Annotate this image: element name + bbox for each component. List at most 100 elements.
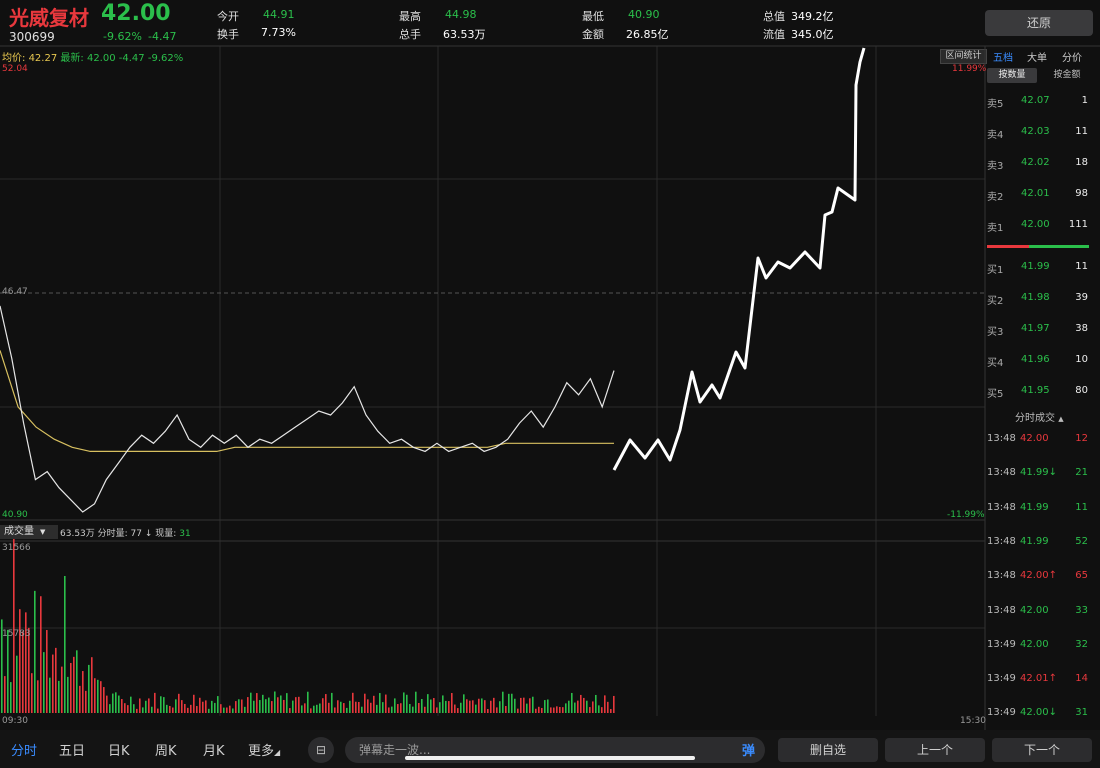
trade-volume: 21 <box>1075 467 1088 479</box>
volume-bar <box>574 702 576 713</box>
volume-bar <box>598 705 600 713</box>
ask-row[interactable]: 卖4 42.03 11 <box>987 126 1092 144</box>
volume-bar <box>124 703 126 713</box>
volume-indicator-select[interactable]: 成交量 ▼ <box>0 525 58 539</box>
volume-bar <box>526 703 528 713</box>
volume-bar <box>547 699 549 713</box>
volume-bar <box>34 590 36 713</box>
trade-volume: 12 <box>1075 433 1088 444</box>
previous-button[interactable]: 上一个 <box>885 738 985 762</box>
tab-monthly-k[interactable]: 月K <box>203 744 225 759</box>
volume-bar <box>247 697 249 713</box>
volume-bar <box>577 700 579 713</box>
volume-bar <box>289 708 291 713</box>
trade-price: 41.99↓ <box>1020 467 1058 479</box>
volume-bar <box>97 679 99 713</box>
volume-bar <box>571 692 573 713</box>
tab-weekly-k[interactable]: 周K <box>155 744 177 759</box>
stock-change-percent: -9.62% <box>103 30 142 43</box>
stat-label: 流值 <box>763 28 785 41</box>
tab-intraday[interactable]: 分时 <box>11 744 38 759</box>
stat-value: 63.53万 <box>443 28 486 41</box>
tab-more[interactable]: 更多◢ <box>248 740 280 759</box>
volume-info: 63.53万 分时量: 77 ↓ 现量: 31 <box>60 526 191 539</box>
volume-bar <box>58 680 60 713</box>
volume-bar <box>334 707 336 713</box>
bid-volume: 10 <box>1075 354 1088 365</box>
volume-bar <box>589 707 591 713</box>
trade-time: 13:49 <box>987 707 1016 719</box>
volume-bar <box>46 630 48 713</box>
volume-bar <box>61 666 63 713</box>
tab-five-levels[interactable]: 五档 <box>993 53 1013 64</box>
avg-value: 42.27 <box>28 53 58 64</box>
y-max-label: 52.04 <box>2 64 28 74</box>
trade-volume: 31 <box>1075 707 1088 719</box>
volume-bar <box>232 708 234 713</box>
vol-max-label: 31566 <box>2 543 31 553</box>
tab-five-day[interactable]: 五日 <box>59 744 86 759</box>
danmaku-send-icon[interactable]: 弹 <box>741 744 755 759</box>
tab-price-distribution[interactable]: 分价 <box>1062 53 1082 64</box>
trade-time: 13:48 <box>987 501 1016 513</box>
tab-more-label: 更多 <box>248 744 275 759</box>
danmaku-settings-icon[interactable]: ⊟ <box>308 737 334 763</box>
volume-bar <box>70 662 72 713</box>
volume-bar <box>580 694 582 713</box>
remove-watchlist-button[interactable]: 删自选 <box>778 738 878 762</box>
stock-name: 光威复材 <box>9 6 89 30</box>
ask-row[interactable]: 卖3 42.02 18 <box>987 157 1092 175</box>
trade-price: 42.00 <box>1020 604 1049 616</box>
volume-bar <box>325 694 327 713</box>
volume-bar <box>394 698 396 713</box>
volume-bar <box>157 708 159 713</box>
ask-strength-bar <box>987 245 1029 248</box>
volume-bar <box>583 697 585 713</box>
by-amount-toggle[interactable]: 按金额 <box>1053 70 1081 80</box>
range-stats-button[interactable]: 区间统计 <box>940 49 987 64</box>
volume-bar <box>172 707 174 713</box>
volume-bar <box>565 703 567 713</box>
bid-row[interactable]: 买2 41.98 39 <box>987 292 1092 310</box>
tab-big-orders[interactable]: 大单 <box>1027 53 1047 64</box>
ask-row[interactable]: 卖1 42.00 111 <box>987 219 1092 237</box>
intraday-chart[interactable] <box>0 0 1100 730</box>
volume-bar <box>16 655 18 713</box>
next-button[interactable]: 下一个 <box>992 738 1092 762</box>
ask-row[interactable]: 卖2 42.01 98 <box>987 188 1092 206</box>
bid-row[interactable]: 买5 41.95 80 <box>987 385 1092 403</box>
volume-bar <box>451 693 453 713</box>
volume-bar <box>361 706 363 713</box>
vol-mid-label: 15783 <box>2 629 31 639</box>
reset-button[interactable]: 还原 <box>985 10 1093 36</box>
volume-bar <box>196 706 198 713</box>
caret-down-icon: ▼ <box>40 528 46 536</box>
volume-bar <box>220 704 222 713</box>
stat-label: 今开 <box>217 10 239 23</box>
volume-bar <box>403 692 405 713</box>
volume-bar <box>445 700 447 713</box>
volume-bar <box>424 706 426 713</box>
trades-title: 分时成交 ▲ <box>1015 409 1064 424</box>
by-quantity-toggle[interactable]: 按数量 <box>987 68 1037 83</box>
volume-bar <box>493 697 495 713</box>
bid-volume: 80 <box>1075 385 1088 396</box>
bid-row[interactable]: 买4 41.96 10 <box>987 354 1092 372</box>
bid-row[interactable]: 买3 41.97 38 <box>987 323 1092 341</box>
volume-bar <box>331 692 333 713</box>
volume-bar <box>103 687 105 713</box>
volume-bar <box>463 694 465 713</box>
volume-bar <box>412 706 414 713</box>
volume-bar <box>43 652 45 713</box>
volume-bar <box>19 609 21 713</box>
volume-bar <box>250 692 252 713</box>
volume-bar <box>364 693 366 713</box>
bid-row[interactable]: 买1 41.99 11 <box>987 261 1092 279</box>
tab-daily-k[interactable]: 日K <box>108 744 130 759</box>
trade-time: 13:49 <box>987 638 1016 650</box>
volume-bar <box>523 697 525 713</box>
ask-row[interactable]: 卖5 42.07 1 <box>987 95 1092 113</box>
volume-bar <box>106 695 108 713</box>
bid-price: 41.98 <box>1021 292 1050 303</box>
volume-bar <box>613 695 615 713</box>
